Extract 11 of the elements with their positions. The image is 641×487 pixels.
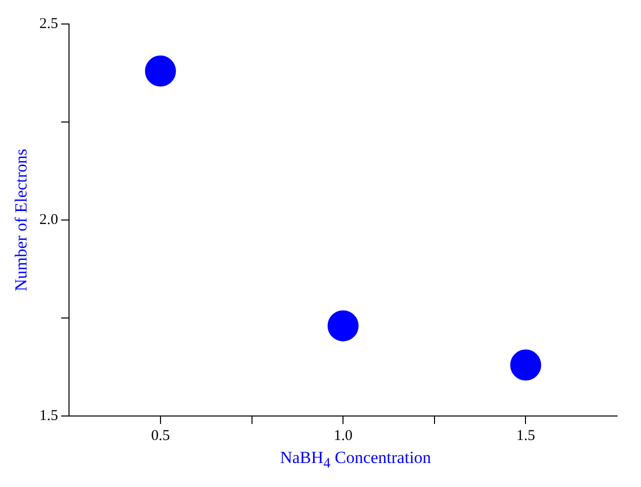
point — [510, 350, 542, 381]
y-tick-label: 1.5 — [39, 408, 58, 424]
x-tick-label: 0.5 — [151, 428, 170, 444]
x-tick-label: 1.0 — [334, 428, 352, 444]
point — [144, 56, 176, 87]
y-tick-label: 2.0 — [39, 212, 58, 228]
y-tick-label: 2.5 — [39, 16, 58, 32]
point — [328, 310, 359, 342]
x-tick-label: 1.5 — [516, 428, 536, 444]
y-axis-title: Number of Electrons — [12, 148, 31, 292]
x-axis-title: NaBH$_{4}$ Concentration — [278, 448, 432, 472]
